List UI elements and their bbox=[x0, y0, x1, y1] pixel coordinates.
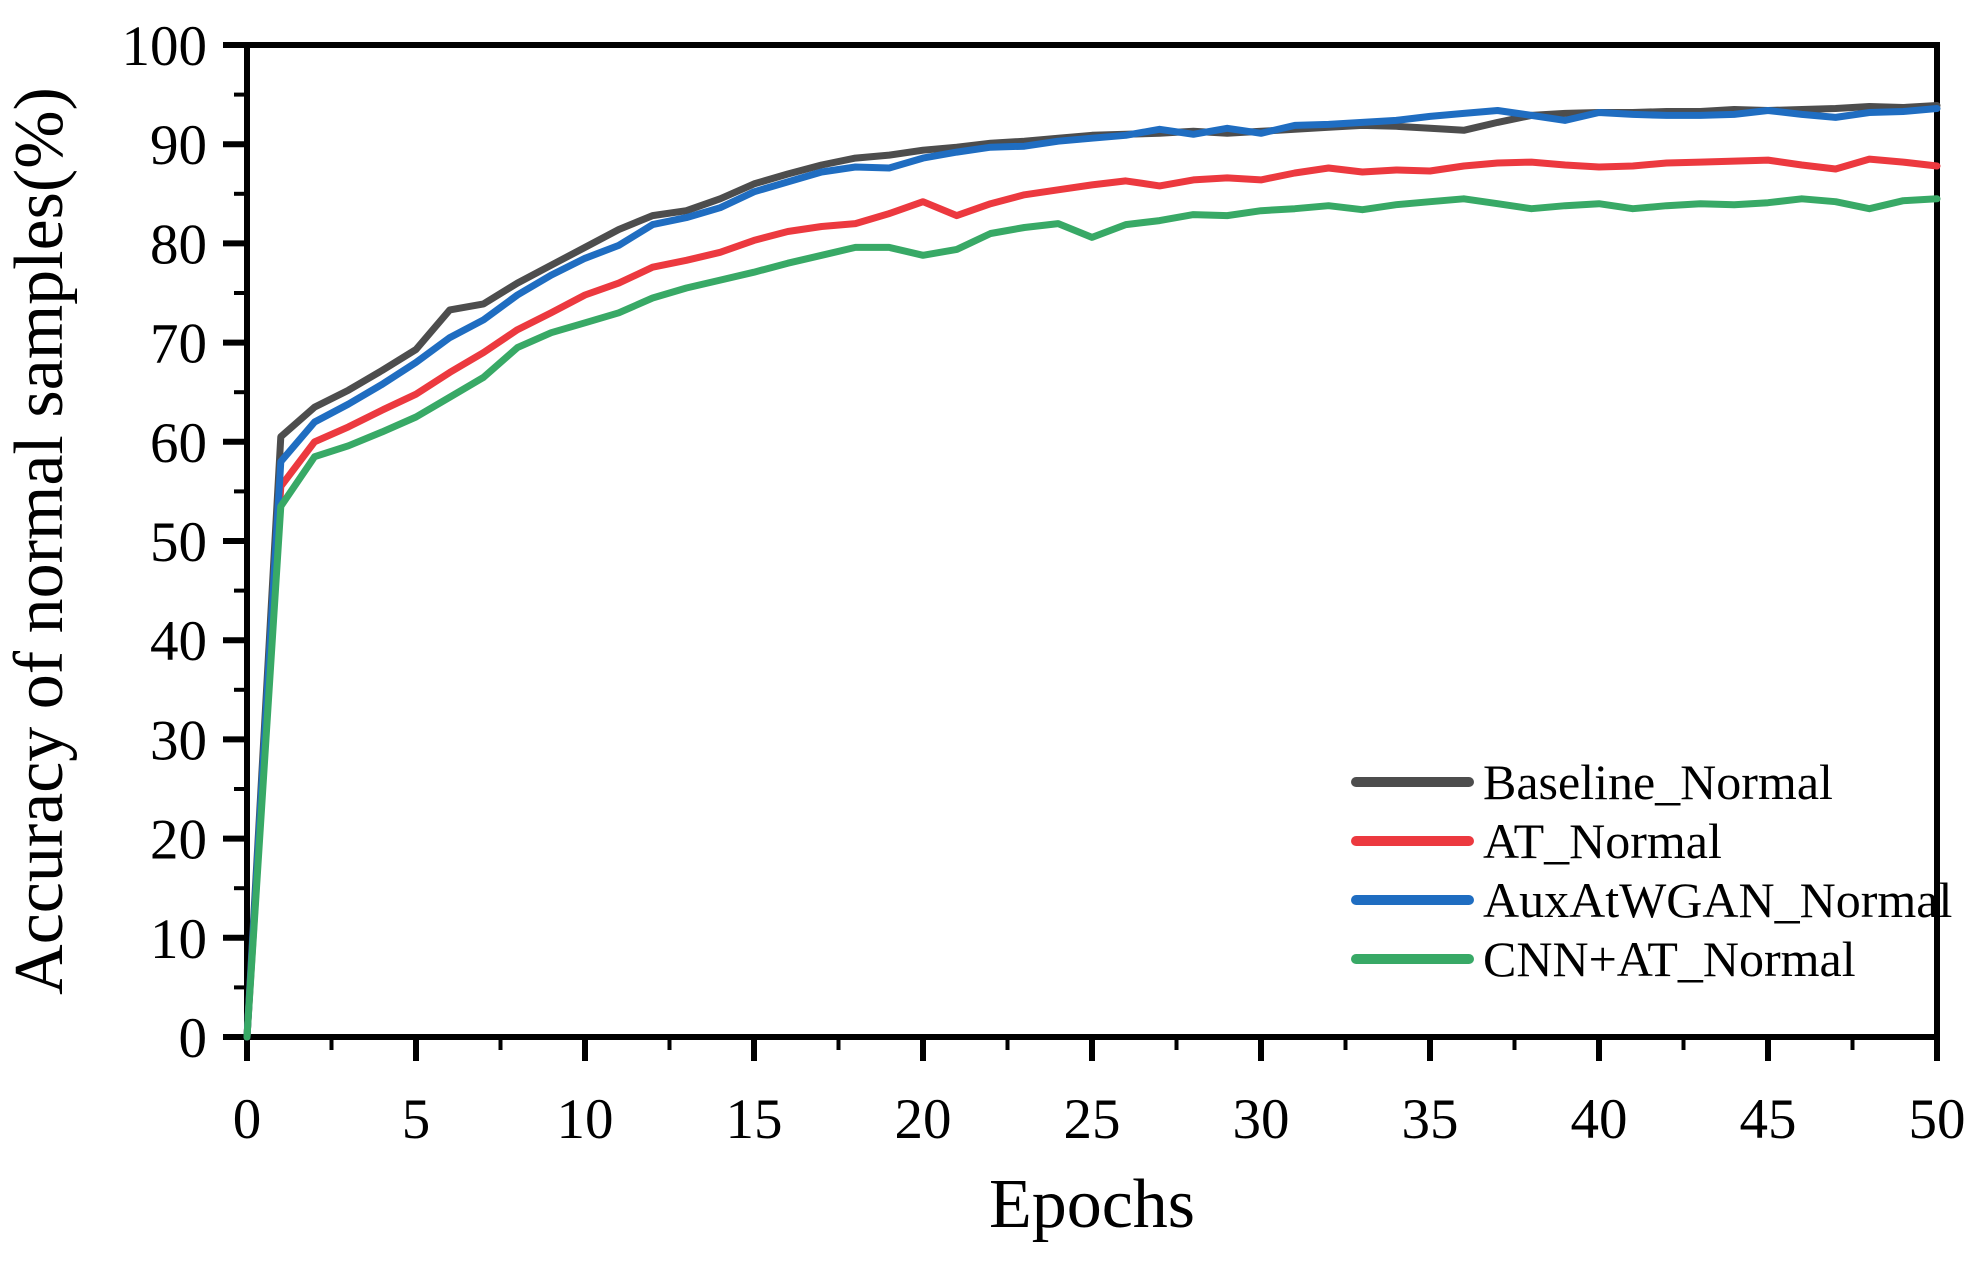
y-tick-label: 10 bbox=[150, 908, 207, 971]
axis-ticks bbox=[223, 42, 1940, 1061]
x-tick-label: 45 bbox=[1740, 1088, 1797, 1151]
y-tick-label: 90 bbox=[150, 114, 207, 177]
axis-tick-labels: 0 5 10 15 20 25 30 35 40 45 50 0 10 20 30 40 50 60 70 80 90 1… bbox=[122, 15, 1966, 1151]
legend-label-at-normal: AT_Normal bbox=[1483, 813, 1722, 869]
data-series bbox=[243, 102, 1941, 1041]
y-tick-label: 30 bbox=[150, 709, 207, 772]
x-tick-label: 30 bbox=[1233, 1088, 1290, 1151]
legend-item-auxatwgan-normal: AuxAtWGAN_Normal bbox=[1351, 872, 1952, 928]
legend: Baseline_NormalAT_NormalAuxAtWGAN_Normal… bbox=[1351, 754, 1952, 987]
y-tick-label: 60 bbox=[150, 412, 207, 475]
legend-label-auxatwgan-normal: AuxAtWGAN_Normal bbox=[1483, 872, 1952, 928]
legend-item-cnn-at-normal: CNN+AT_Normal bbox=[1351, 931, 1856, 987]
x-tick-label: 0 bbox=[233, 1088, 262, 1151]
x-tick-label: 15 bbox=[726, 1088, 783, 1151]
legend-label-baseline-normal: Baseline_Normal bbox=[1483, 754, 1833, 810]
x-tick-label: 35 bbox=[1402, 1088, 1459, 1151]
y-tick-label: 70 bbox=[150, 313, 207, 376]
y-tick-label: 40 bbox=[150, 610, 207, 673]
y-tick-label: 0 bbox=[179, 1007, 208, 1070]
series-line-cnn-at-normal bbox=[243, 195, 1941, 1041]
legend-label-cnn-at-normal: CNN+AT_Normal bbox=[1483, 931, 1856, 987]
x-tick-label: 25 bbox=[1064, 1088, 1121, 1151]
y-tick-label: 50 bbox=[150, 511, 207, 574]
y-axis-label: Accuracy of normal samples(%) bbox=[1, 87, 78, 995]
x-tick-label: 20 bbox=[895, 1088, 952, 1151]
x-axis-label: Epochs bbox=[989, 1166, 1195, 1243]
y-tick-label: 80 bbox=[150, 213, 207, 276]
x-tick-label: 50 bbox=[1909, 1088, 1966, 1151]
x-tick-label: 5 bbox=[402, 1088, 431, 1151]
y-tick-label: 100 bbox=[122, 15, 208, 78]
legend-item-at-normal: AT_Normal bbox=[1351, 813, 1722, 869]
y-tick-label: 20 bbox=[150, 809, 207, 872]
legend-item-baseline-normal: Baseline_Normal bbox=[1351, 754, 1833, 810]
x-tick-label: 10 bbox=[557, 1088, 614, 1151]
x-tick-label: 40 bbox=[1571, 1088, 1628, 1151]
series-line-auxatwgan-normal bbox=[243, 105, 1941, 1041]
series-line-at-normal bbox=[243, 155, 1941, 1041]
